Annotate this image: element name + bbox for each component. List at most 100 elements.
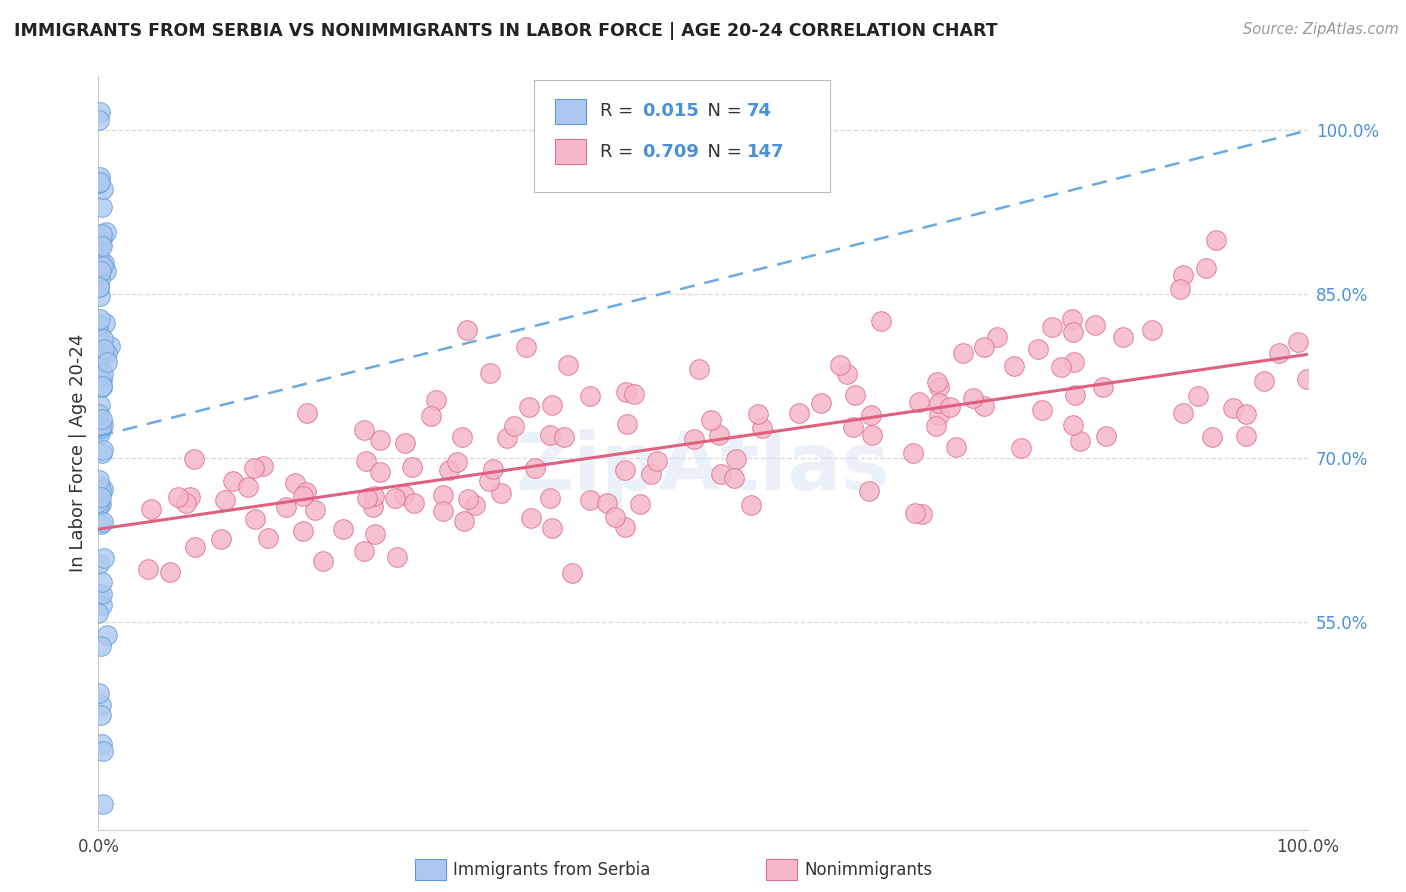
Point bbox=[640, 467, 662, 481]
Point bbox=[724, 451, 747, 466]
Point bbox=[1140, 323, 1163, 337]
Point bbox=[353, 423, 375, 437]
Point bbox=[256, 531, 278, 545]
Point bbox=[962, 391, 984, 405]
Point bbox=[1062, 312, 1084, 326]
Point bbox=[87, 495, 110, 509]
Point bbox=[98, 339, 121, 353]
Point bbox=[908, 395, 931, 409]
Point bbox=[312, 554, 335, 568]
Point bbox=[91, 200, 114, 214]
Point bbox=[90, 575, 112, 590]
Point bbox=[363, 489, 385, 503]
Point bbox=[614, 385, 637, 400]
Point bbox=[183, 451, 205, 466]
Point bbox=[384, 491, 406, 505]
Point bbox=[1286, 335, 1309, 350]
Point bbox=[91, 368, 114, 382]
Text: Immigrants from Serbia: Immigrants from Serbia bbox=[453, 861, 650, 879]
Point bbox=[973, 399, 995, 413]
Point bbox=[91, 412, 114, 426]
Point bbox=[89, 479, 111, 493]
Point bbox=[90, 237, 112, 252]
Point bbox=[184, 540, 207, 554]
Point bbox=[90, 598, 112, 612]
Point bbox=[90, 698, 112, 712]
Point bbox=[90, 490, 112, 504]
Point bbox=[1234, 407, 1257, 421]
Point bbox=[707, 427, 730, 442]
Point bbox=[87, 606, 110, 620]
Point bbox=[478, 475, 501, 489]
Point bbox=[578, 492, 600, 507]
Point bbox=[870, 314, 893, 328]
Point bbox=[89, 272, 111, 286]
Point bbox=[89, 347, 111, 361]
Point bbox=[364, 527, 387, 541]
Point bbox=[1031, 403, 1053, 417]
Point bbox=[1171, 406, 1194, 420]
Point bbox=[89, 263, 111, 277]
Point bbox=[740, 498, 762, 512]
Point bbox=[603, 510, 626, 524]
Point bbox=[236, 480, 259, 494]
Text: N =: N = bbox=[696, 143, 748, 161]
Point bbox=[450, 430, 472, 444]
Point bbox=[89, 311, 111, 326]
Point bbox=[394, 435, 416, 450]
Point bbox=[904, 507, 927, 521]
Point bbox=[370, 465, 392, 479]
Text: N =: N = bbox=[696, 103, 748, 120]
Point bbox=[939, 400, 962, 414]
Point bbox=[842, 420, 865, 434]
Point bbox=[1195, 260, 1218, 275]
Point bbox=[810, 396, 832, 410]
Point bbox=[945, 440, 967, 454]
Point bbox=[1112, 330, 1135, 344]
Point bbox=[860, 428, 883, 442]
Point bbox=[353, 544, 375, 558]
Point bbox=[90, 361, 112, 376]
Text: R =: R = bbox=[600, 143, 640, 161]
Point bbox=[90, 587, 112, 601]
Point bbox=[1205, 233, 1227, 247]
Point bbox=[96, 628, 118, 642]
Point bbox=[90, 483, 112, 497]
Point bbox=[90, 639, 112, 653]
Point bbox=[453, 514, 475, 528]
Point bbox=[332, 522, 354, 536]
Y-axis label: In Labor Force | Age 20-24: In Labor Force | Age 20-24 bbox=[69, 334, 87, 572]
Point bbox=[96, 346, 118, 360]
Point bbox=[89, 408, 111, 422]
Point bbox=[370, 434, 392, 448]
Point bbox=[844, 388, 866, 402]
Point bbox=[688, 362, 710, 376]
Point bbox=[242, 460, 264, 475]
Point bbox=[91, 743, 114, 757]
Point bbox=[214, 493, 236, 508]
Point bbox=[136, 562, 159, 576]
Point bbox=[87, 371, 110, 385]
Point bbox=[292, 524, 315, 539]
Point bbox=[1040, 319, 1063, 334]
Point bbox=[361, 500, 384, 515]
Point bbox=[1171, 268, 1194, 282]
Point bbox=[1062, 325, 1084, 339]
Point bbox=[89, 425, 111, 440]
Point bbox=[252, 459, 274, 474]
Point bbox=[89, 169, 111, 184]
Point bbox=[91, 228, 114, 243]
Point bbox=[295, 406, 318, 420]
Point bbox=[90, 379, 112, 393]
Point bbox=[432, 488, 454, 502]
Point bbox=[87, 280, 110, 294]
Point bbox=[425, 393, 447, 408]
Point bbox=[89, 105, 111, 120]
Point bbox=[538, 427, 561, 442]
Point bbox=[482, 461, 505, 475]
Point bbox=[179, 491, 201, 505]
Point bbox=[925, 419, 948, 434]
Text: 0.709: 0.709 bbox=[643, 143, 699, 161]
Point bbox=[1168, 282, 1191, 296]
Point bbox=[94, 264, 117, 278]
